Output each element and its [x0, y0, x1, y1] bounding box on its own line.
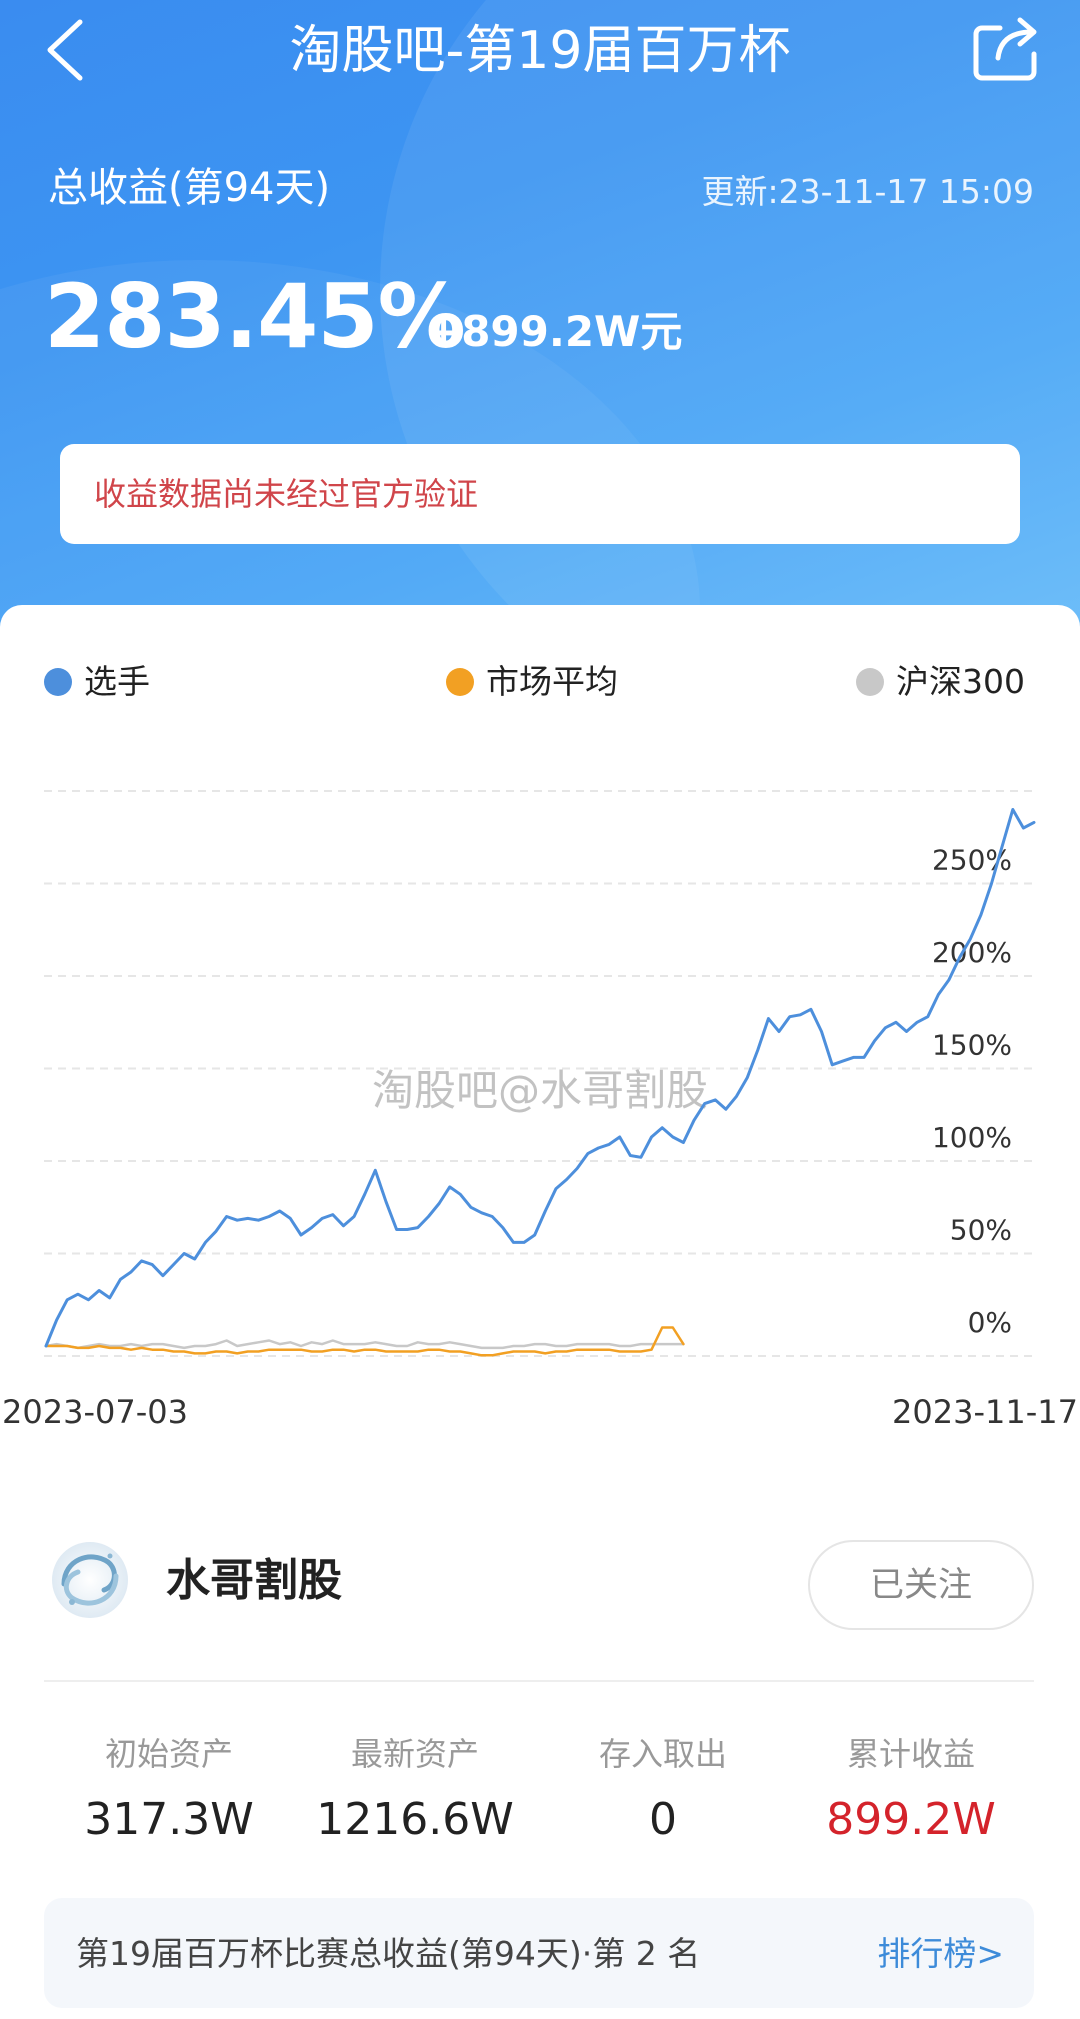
update-timestamp: 更新:23-11-17 15:09 [701, 172, 1035, 211]
legend-market-average[interactable]: 市场平均 [446, 660, 618, 704]
stat-label: 累计收益 [846, 1735, 975, 1773]
y-tick-label: 100% [932, 1121, 1012, 1154]
stat-label: 初始资产 [104, 1735, 233, 1773]
total-return-percent: 283.45% [44, 265, 466, 368]
back-button[interactable] [36, 14, 106, 84]
page-title: 淘股吧-第19届百万杯 [289, 21, 791, 81]
stat-value: 317.3W [84, 1794, 254, 1845]
water-swirl-avatar-icon[interactable] [50, 1540, 130, 1620]
total-return-amount: +899.2W元 [426, 307, 683, 356]
y-tick-label: 200% [932, 936, 1012, 969]
stat-latest-assets: 最新资产 1216.6W [290, 1732, 540, 1850]
share-button[interactable] [970, 12, 1042, 84]
y-tick-label: 50% [950, 1214, 1012, 1247]
legend-label-csi300: 沪深300 [896, 662, 1025, 701]
stat-label: 存入取出 [598, 1735, 727, 1773]
profile-card: 水哥割股 已关注 初始资产 317.3W 最新资产 1216.6W 存入取出 0… [0, 1480, 1080, 2019]
chart-card: 选手 市场平均 沪深300 0% 50% 100% 150% 200% 250% 淘股吧@水… [0, 605, 1080, 1480]
leaderboard-link[interactable]: 排行榜> [877, 1934, 1004, 1973]
legend-dot-csi300 [856, 668, 884, 696]
y-tick-label: 150% [932, 1029, 1012, 1062]
stat-label: 最新资产 [350, 1735, 479, 1773]
top-bar: 淘股吧-第19届百万杯 [0, 0, 1080, 100]
header: 淘股吧-第19届百万杯 总收益(第94天) 更新:23-11-17 15:09 … [0, 0, 1080, 640]
total-return-label: 总收益(第94天) [48, 165, 331, 211]
chevron-left-icon [47, 19, 83, 81]
share-icon [973, 17, 1037, 81]
user-name[interactable]: 水哥割股 [166, 1555, 342, 1606]
player-series-line [44, 808, 1036, 1348]
stat-value: 1216.6W [316, 1794, 514, 1845]
stat-deposit-withdraw: 存入取出 0 [538, 1732, 788, 1850]
avatar-image [52, 1542, 128, 1618]
follow-button[interactable]: 已关注 [808, 1540, 1034, 1630]
stat-initial-assets: 初始资产 317.3W [44, 1732, 294, 1850]
return-line-chart: 0%50%100%150%200%250%淘股吧@水哥割股 [44, 790, 1036, 1357]
legend-label-player: 选手 [84, 662, 150, 701]
ranking-bar[interactable]: 第19届百万杯比赛总收益(第94天)·第 2 名 排行榜> [44, 1898, 1034, 2008]
stat-value: 0 [649, 1794, 677, 1845]
verification-notice: 收益数据尚未经过官方验证 [60, 444, 1020, 544]
legend-player[interactable]: 选手 [44, 660, 150, 704]
stat-value: 899.2W [826, 1794, 996, 1845]
legend-csi300[interactable]: 沪深300 [856, 660, 1025, 704]
legend-label-market: 市场平均 [486, 662, 618, 701]
legend-dot-market [446, 668, 474, 696]
x-axis-start-date: 2023-07-03 [2, 1393, 188, 1431]
ranking-text: 第19届百万杯比赛总收益(第94天)·第 2 名 [76, 1934, 701, 1973]
legend-dot-player [44, 668, 72, 696]
y-tick-label: 0% [968, 1306, 1012, 1339]
stat-cumulative-return: 累计收益 899.2W [786, 1732, 1036, 1850]
x-axis-end-date: 2023-11-17 [892, 1393, 1078, 1431]
market-average-series-line [44, 1326, 685, 1357]
chart-watermark: 淘股吧@水哥割股 [372, 1066, 708, 1115]
verification-notice-text: 收益数据尚未经过官方验证 [94, 475, 479, 513]
csi300-series-line [44, 1339, 685, 1350]
divider [44, 1680, 1034, 1682]
